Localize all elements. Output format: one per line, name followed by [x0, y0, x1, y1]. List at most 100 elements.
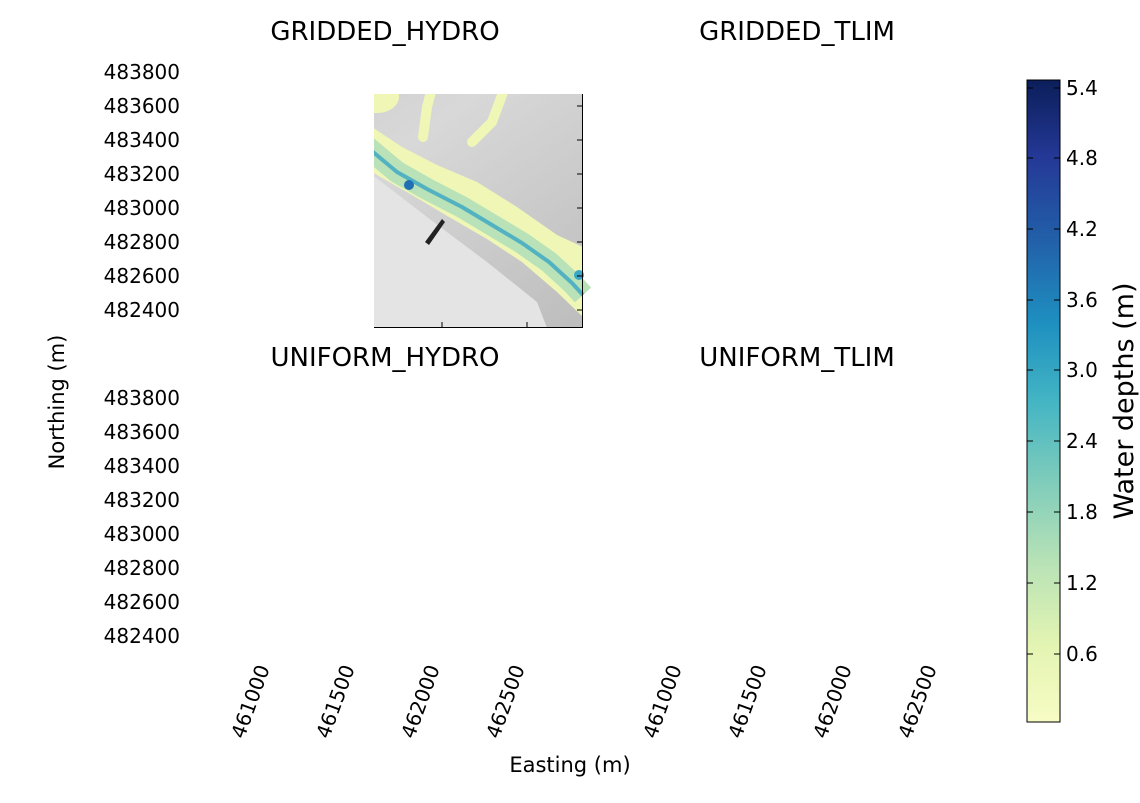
colorbar-tick-label: 5.4 [1066, 76, 1098, 100]
y-tick-label: 482600 [104, 264, 180, 288]
water-tributary [337, 47, 359, 107]
water-tributary [287, 373, 312, 413]
x-tick-label: 461000 [638, 662, 687, 742]
water-deep-spot [404, 180, 414, 190]
hillshade-shadow [187, 413, 277, 441]
water-main-thalweg [295, 441, 583, 621]
water-extent-shallow [355, 407, 399, 439]
y-tick-label: 482800 [104, 230, 180, 254]
hillshade-scarp [425, 545, 445, 571]
water-tributary [287, 47, 312, 87]
colorbar-tick-label: 3.0 [1066, 358, 1098, 382]
colorbar-tick-label: 1.2 [1066, 571, 1098, 595]
water-tributary [423, 373, 437, 463]
hillshade-highlight [287, 139, 327, 217]
water-tributary [749, 373, 771, 433]
water-extent-shallow [767, 407, 811, 439]
colorbar-tick-label: 1.8 [1066, 500, 1098, 524]
water-extent-shallow [707, 105, 995, 317]
water-extent-shallow [767, 81, 811, 113]
water-meander-channel [189, 523, 295, 654]
hillshade-shadow [639, 558, 699, 578]
hillshade-shadow [599, 413, 689, 441]
colorbar-label: Water depths (m) [1109, 282, 1140, 519]
water-tributary [472, 373, 512, 468]
y-tick-label: 483800 [104, 60, 180, 84]
panel-title: UNIFORM_TLIM [699, 343, 895, 373]
map-panel-gridded-tlim [599, 47, 996, 328]
y-tick-label: 483400 [104, 454, 180, 478]
panel-title: GRIDDED_TLIM [699, 17, 895, 47]
x-tick-label: 462500 [481, 662, 530, 742]
water-main-channel [707, 115, 995, 295]
panel-title: UNIFORM_HYDRO [270, 343, 499, 373]
map-layers [187, 47, 592, 328]
water-meander-thalweg [189, 197, 295, 328]
water-deep-spot [986, 270, 996, 280]
hillshade-shadow [599, 151, 669, 237]
x-tick-labels-left: 461000 461500 462000 462500 [226, 662, 530, 742]
hillshade-plateau [282, 458, 547, 654]
water-main-thalweg [707, 115, 995, 295]
panel-frame [188, 374, 583, 654]
colorbar: 0.6 1.2 1.8 2.4 3.0 3.6 4.2 4.8 5.4 Wate… [1026, 76, 1140, 723]
hillshade-highlight [699, 139, 739, 217]
colorbar-tick-label: 2.4 [1066, 429, 1098, 453]
water-extent-shallow [707, 431, 995, 643]
x-tick-label: 461500 [723, 662, 772, 742]
hillshade-shadow [187, 477, 257, 563]
water-extent-shallow [374, 94, 399, 113]
water-tributary [467, 94, 508, 147]
x-tick-label: 462000 [808, 662, 857, 742]
map-panel-gridded-hydro [187, 47, 592, 328]
y-tick-label: 483000 [104, 522, 180, 546]
x-tick-label: 462000 [396, 662, 445, 742]
water-deep-spot [816, 506, 826, 516]
hillshade-highlight [699, 465, 739, 543]
water-meander-thalweg [601, 197, 707, 328]
colorbar-gradient [1026, 79, 1061, 723]
y-tick-label: 483600 [104, 94, 180, 118]
water-tributary [699, 47, 724, 87]
colorbar-tick-label: 4.2 [1066, 217, 1098, 241]
water-deep-spot [404, 506, 414, 516]
water-meander-channel [601, 523, 707, 654]
water-extent-shallow [295, 431, 583, 643]
hillshade-scarp [837, 219, 857, 245]
colorbar-ticks [1027, 87, 1060, 655]
map-layers [599, 373, 996, 654]
hillshade-plateau [374, 176, 547, 328]
y-tick-label: 482600 [104, 590, 180, 614]
panel-frame [600, 374, 995, 654]
y-tick-label: 483200 [104, 162, 180, 186]
hillshade-shadow [187, 593, 227, 623]
panel-frame [374, 94, 583, 328]
water-meander-channel [601, 197, 707, 328]
y-tick-label: 483400 [104, 128, 180, 152]
hillshade-highlight [287, 465, 327, 543]
water-deep-spot [574, 270, 584, 280]
y-tick-labels-bottom: 483800 483600 483400 483200 483000 48280… [104, 386, 180, 648]
water-tributary [418, 94, 436, 142]
water-deep-spot [574, 596, 584, 606]
hillshade-shadow [187, 267, 227, 297]
hillshade-base [599, 373, 995, 654]
y-tick-label: 482400 [104, 624, 180, 648]
water-deep-spot [986, 596, 996, 606]
hillshade-shadow [599, 267, 639, 297]
water-meander-thalweg [601, 523, 707, 654]
map-layers [599, 47, 996, 328]
x-tick-label: 461500 [311, 662, 360, 742]
water-tributary [699, 373, 724, 413]
hillshade-shadow [599, 87, 689, 115]
hillshade-shadow [639, 232, 699, 252]
y-tick-label: 483000 [104, 196, 180, 220]
y-tick-label: 483800 [104, 386, 180, 410]
map-panel-uniform-hydro [187, 373, 584, 654]
hillshade-shadow [599, 593, 639, 623]
hillshade-shadow [599, 477, 669, 563]
y-tick-label: 483200 [104, 488, 180, 512]
y-axis-label: Northing (m) [45, 335, 69, 470]
panel-frame [600, 48, 995, 328]
